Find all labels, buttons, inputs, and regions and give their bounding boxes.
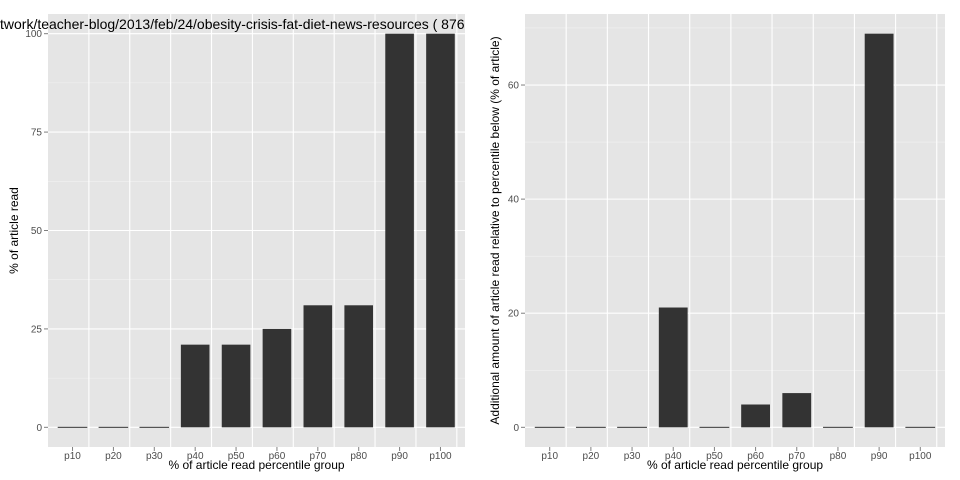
x-tick-label: p90 [871,451,888,462]
y-tick-label: 60 [508,81,520,92]
x-tick-label: p30 [624,451,641,462]
x-tick-label: p60 [269,451,286,462]
chart-title: twork/teacher-blog/2013/feb/24/obesity-c… [0,16,465,32]
bar-p60 [741,404,770,428]
x-tick-label: p80 [830,451,847,462]
x-axis-title: % of article read percentile group [647,458,823,472]
y-tick-label: 40 [508,195,520,206]
y-tick-label: 0 [36,423,42,434]
x-tick-label: p90 [391,451,408,462]
chart-left: 0 25 50 75 100 p10 p20 p30 p40 p50 p60 p70 p80 p90 p10… [0,14,465,472]
y-axis-title: % of article read [7,187,21,274]
bar-p50 [221,344,251,428]
y-tick-label: 25 [31,324,43,335]
y-tick-label: 0 [513,423,519,434]
x-tick-label: p50 [706,451,723,462]
x-tick-label: p70 [788,451,805,462]
x-tick-label: p10 [541,451,558,462]
bar-p90 [864,33,894,428]
chart-right: 0 20 40 60 p10 p20 p30 p40 p50 p60 p70 p80 p90 p100 % … [488,14,945,472]
bar-p40 [180,344,210,428]
bar-p80 [344,305,374,428]
y-tick-label: 75 [31,128,43,139]
x-tick-label: p10 [64,451,81,462]
x-tick-label: p40 [187,451,204,462]
x-tick-label: p80 [350,451,367,462]
bar-p60 [262,328,292,428]
y-tick-label: 50 [31,226,43,237]
y-tick-label: 20 [508,309,520,320]
x-axis-title: % of article read percentile group [168,458,344,472]
x-tick-label: p100 [429,451,452,462]
bar-p90 [385,33,414,428]
x-tick-label: p40 [665,451,682,462]
x-tick-label: p30 [146,451,163,462]
bar-p70 [782,393,812,428]
x-tick-label: p50 [228,451,245,462]
bar-p70 [303,305,333,428]
x-tick-label: p60 [747,451,764,462]
y-tick-label: 100 [25,29,42,40]
x-tick-label: p70 [309,451,326,462]
x-tick-label: p100 [909,451,932,462]
bar-p100 [426,33,455,428]
y-axis-title: Additional amount of article read relati… [488,36,502,424]
bar-p40 [658,307,688,428]
x-tick-label: p20 [105,451,122,462]
x-tick-label: p20 [583,451,600,462]
